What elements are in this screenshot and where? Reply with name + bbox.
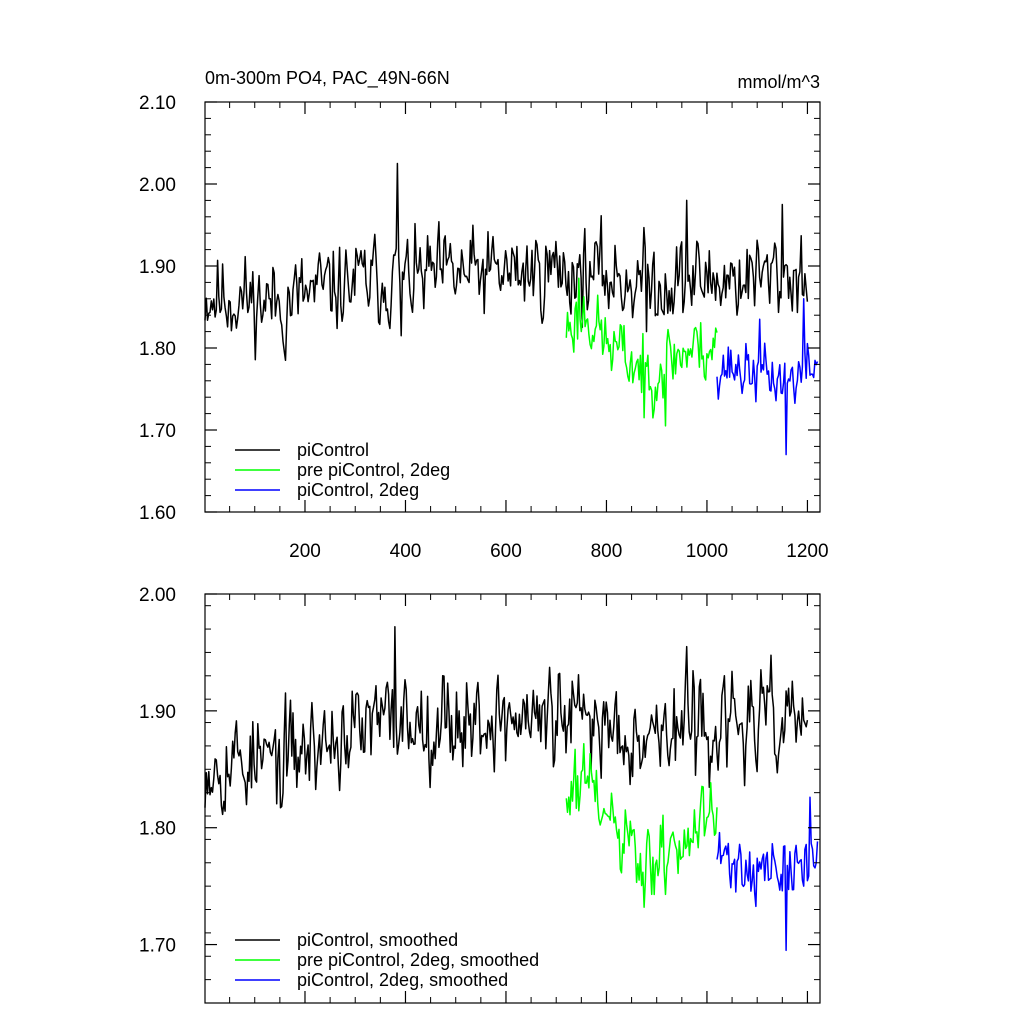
legend-label: piControl	[297, 440, 369, 460]
x-tick-label: 1200	[786, 541, 828, 562]
y-tick-label: 1.90	[139, 257, 176, 278]
legend-label: piControl, 2deg, smoothed	[297, 970, 508, 990]
bottom-panel: 1.70 1.80 1.90 2.00 piControl, smoothedpre …	[139, 585, 821, 1004]
bottom-ticks: 1.70 1.80 1.90 2.00	[139, 585, 820, 1004]
series-line-top-2	[716, 298, 819, 456]
series-line-bottom-1	[565, 742, 718, 908]
legend-label: piControl, smoothed	[297, 930, 458, 950]
y-tick-label: 1.90	[139, 702, 176, 723]
y-tick-label: 2.00	[139, 175, 176, 196]
top-series-group	[204, 162, 819, 456]
series-line-bottom-2	[716, 796, 819, 952]
x-tick-label: 400	[390, 541, 422, 562]
legend-label: piControl, 2deg	[297, 480, 419, 500]
x-tick-label: 1000	[686, 541, 728, 562]
bottom-plot-frame	[204, 593, 821, 1004]
y-tick-label: 1.70	[139, 421, 176, 442]
units-label: mmol/m^3	[738, 72, 820, 92]
y-tick-label: 2.10	[139, 93, 176, 114]
x-tick-label: 200	[289, 541, 321, 562]
top-plot-frame	[204, 101, 821, 513]
series-line-top-1	[565, 277, 718, 427]
series-line-bottom-0	[204, 625, 809, 816]
legend-label: pre piControl, 2deg	[297, 460, 450, 480]
bottom-series-group	[204, 625, 819, 952]
y-tick-label: 2.00	[139, 585, 176, 606]
top-panel: 0m-300m PO4, PAC_49N-66N mmol/m^3 1.601.…	[139, 68, 829, 562]
x-tick-label: 600	[490, 541, 522, 562]
legend-label: pre piControl, 2deg, smoothed	[297, 950, 539, 970]
y-tick-label: 1.70	[139, 936, 176, 957]
y-tick-label: 1.80	[139, 819, 176, 840]
top-panel-title: 0m-300m PO4, PAC_49N-66N	[205, 68, 450, 89]
y-tick-label: 1.60	[139, 503, 176, 524]
y-tick-label: 1.80	[139, 339, 176, 360]
x-tick-label: 800	[591, 541, 623, 562]
top-ticks: 1.60 1.70 1.80 1.90 2.00 2.10 200 400 600 800 1000…	[139, 93, 829, 562]
series-line-top-0	[204, 162, 809, 362]
